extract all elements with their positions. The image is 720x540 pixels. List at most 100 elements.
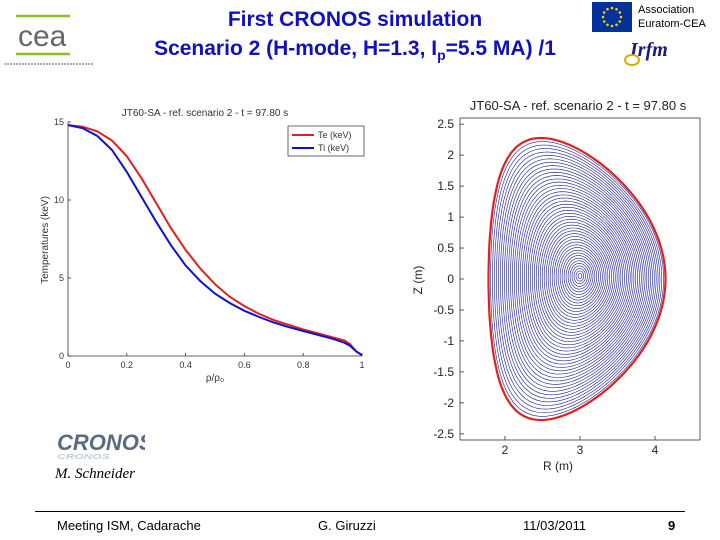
legend-te-label: Te (keV) <box>318 130 352 140</box>
left-chart-legend: Te (keV) Ti (keV) <box>287 125 365 157</box>
flux-surface-contour <box>575 270 584 282</box>
flux-surface-contour <box>543 227 614 327</box>
flux-surface-contour <box>492 144 663 414</box>
left-x-tick-label: 0.6 <box>238 360 251 370</box>
right-x-tick-label: 2 <box>502 443 509 457</box>
right-y-tick-label: -1 <box>443 334 454 348</box>
flux-surface-contour <box>512 178 644 378</box>
author-signature: M. Schneider <box>55 466 135 482</box>
eu-star <box>618 11 622 14</box>
eu-star <box>602 20 606 23</box>
left-y-tick-label: 10 <box>54 195 64 205</box>
right-y-tick-label: 1.5 <box>437 179 454 193</box>
flux-surface-contour <box>534 212 624 342</box>
flux-surface-contour <box>553 241 605 312</box>
title-line2-part-b: =5.5 MA) /1 <box>445 37 556 60</box>
flux-surface-chart: 2 3 4 -2.5 -2 -1.5 -1 -0.5 0 0.5 1 1.5 2 2.5 JT60-SA … <box>408 90 708 475</box>
right-y-tick-label: 1 <box>447 210 454 224</box>
eu-star <box>615 7 618 11</box>
footer-divider <box>35 511 685 512</box>
flux-surface-contour <box>545 230 612 324</box>
series-line-ti <box>67 124 363 357</box>
association-label: Association Euratom-CEA <box>638 3 706 31</box>
right-chart-ylabel: Z (m) <box>411 266 425 295</box>
flux-surface-contour <box>532 209 625 346</box>
footer-date: 11/03/2011 <box>523 518 587 533</box>
slide-title-line1: First CRONOS simulation <box>227 8 483 31</box>
flux-surface-contour <box>547 233 610 321</box>
eu-star <box>610 6 614 10</box>
title-line2-part-a: Scenario 2 (H-mode, H=1.3, I <box>154 37 438 60</box>
footer-author: G. Giruzzi <box>318 518 376 533</box>
right-y-tick-label: -2.5 <box>433 427 454 441</box>
left-y-tick-label: 0 <box>59 351 64 361</box>
legend-ti-label: Ti (keV) <box>318 143 349 153</box>
title-line2-subscript: p <box>437 47 446 64</box>
flux-surface-contour <box>557 247 601 306</box>
association-line2: Euratom-CEA <box>638 18 706 30</box>
footer-page-number: 9 <box>668 518 676 533</box>
flux-surface-contour <box>569 263 590 290</box>
flux-surface-contour <box>517 188 638 368</box>
right-x-tick-label: 3 <box>577 443 584 457</box>
irfm-logo-text: Irfm <box>629 39 668 61</box>
left-x-tick-label: 0.4 <box>179 360 192 370</box>
right-x-tick-label: 4 <box>652 443 659 457</box>
right-y-tick-label: 2.5 <box>437 117 454 131</box>
flux-surface-contour <box>515 184 640 372</box>
flux-surface-contour <box>530 206 627 349</box>
flux-surface-contour <box>577 273 583 279</box>
left-chart-xlabel: ρ/ρ₀ <box>206 373 224 384</box>
eu-flag-icon <box>592 2 632 32</box>
flux-surface-contour <box>528 203 629 352</box>
footer-meeting: Meeting ISM, Cadarache <box>57 518 201 533</box>
eu-star <box>615 23 618 27</box>
flux-surface-contour <box>524 197 633 358</box>
flux-surface-contour <box>551 238 607 315</box>
cea-logo: cea <box>4 2 94 70</box>
plasma-boundary <box>487 136 667 422</box>
flux-surface-contour <box>567 260 592 293</box>
left-y-tick-label: 15 <box>54 117 64 127</box>
flux-surface-contour <box>537 218 620 336</box>
flux-surface-contour <box>539 221 618 333</box>
eu-star <box>619 15 623 19</box>
flux-surface-contour <box>563 255 596 298</box>
right-y-tick-label: 0.5 <box>437 241 454 255</box>
flux-surface-contour <box>502 161 653 396</box>
irfm-logo: Irfm <box>624 39 668 66</box>
flux-surface-contour <box>559 249 599 304</box>
right-y-tick-label: 0 <box>447 272 454 286</box>
flux-surface-contour <box>561 252 597 301</box>
flux-surface-contour <box>526 200 631 355</box>
right-y-tick-label: -0.5 <box>433 303 454 317</box>
flux-surface-contour <box>508 171 648 385</box>
flux-surface-contour <box>535 215 622 339</box>
flux-surface-contour <box>541 224 616 330</box>
association-line1: Association <box>638 4 695 16</box>
flux-surface-contour <box>506 168 650 389</box>
flux-surface-contour <box>549 236 609 318</box>
right-chart-xlabel: R (m) <box>543 459 573 473</box>
flux-surface-contour <box>504 165 651 392</box>
flux-surface-contour <box>494 148 661 410</box>
left-x-tick-label: 0 <box>65 360 70 370</box>
flux-surface-contour <box>514 181 642 375</box>
flux-surface-contour <box>565 257 594 295</box>
right-y-tick-label: -1.5 <box>433 365 454 379</box>
cronos-logo-text: CRONOS <box>57 430 145 455</box>
flux-surface-contour <box>555 244 603 309</box>
eu-star <box>601 15 605 19</box>
cea-logo-text: cea <box>18 20 67 53</box>
left-chart-ylabel: Temperatures (keV) <box>40 196 51 284</box>
left-chart-title: JT60-SA - ref. scenario 2 - t = 97.80 s <box>122 108 288 119</box>
left-x-tick-label: 0.2 <box>121 360 134 370</box>
flux-surface-contour <box>521 194 635 362</box>
eu-star <box>606 23 609 27</box>
left-x-tick-label: 1 <box>359 360 364 370</box>
flux-surface-contour <box>500 158 655 399</box>
right-chart-title: JT60-SA - ref. scenario 2 - t = 97.80 s <box>470 98 687 113</box>
eu-star <box>606 7 609 11</box>
cronos-logo: CRONOS CRONOS <box>57 430 145 461</box>
flux-surface-contour <box>496 151 659 406</box>
